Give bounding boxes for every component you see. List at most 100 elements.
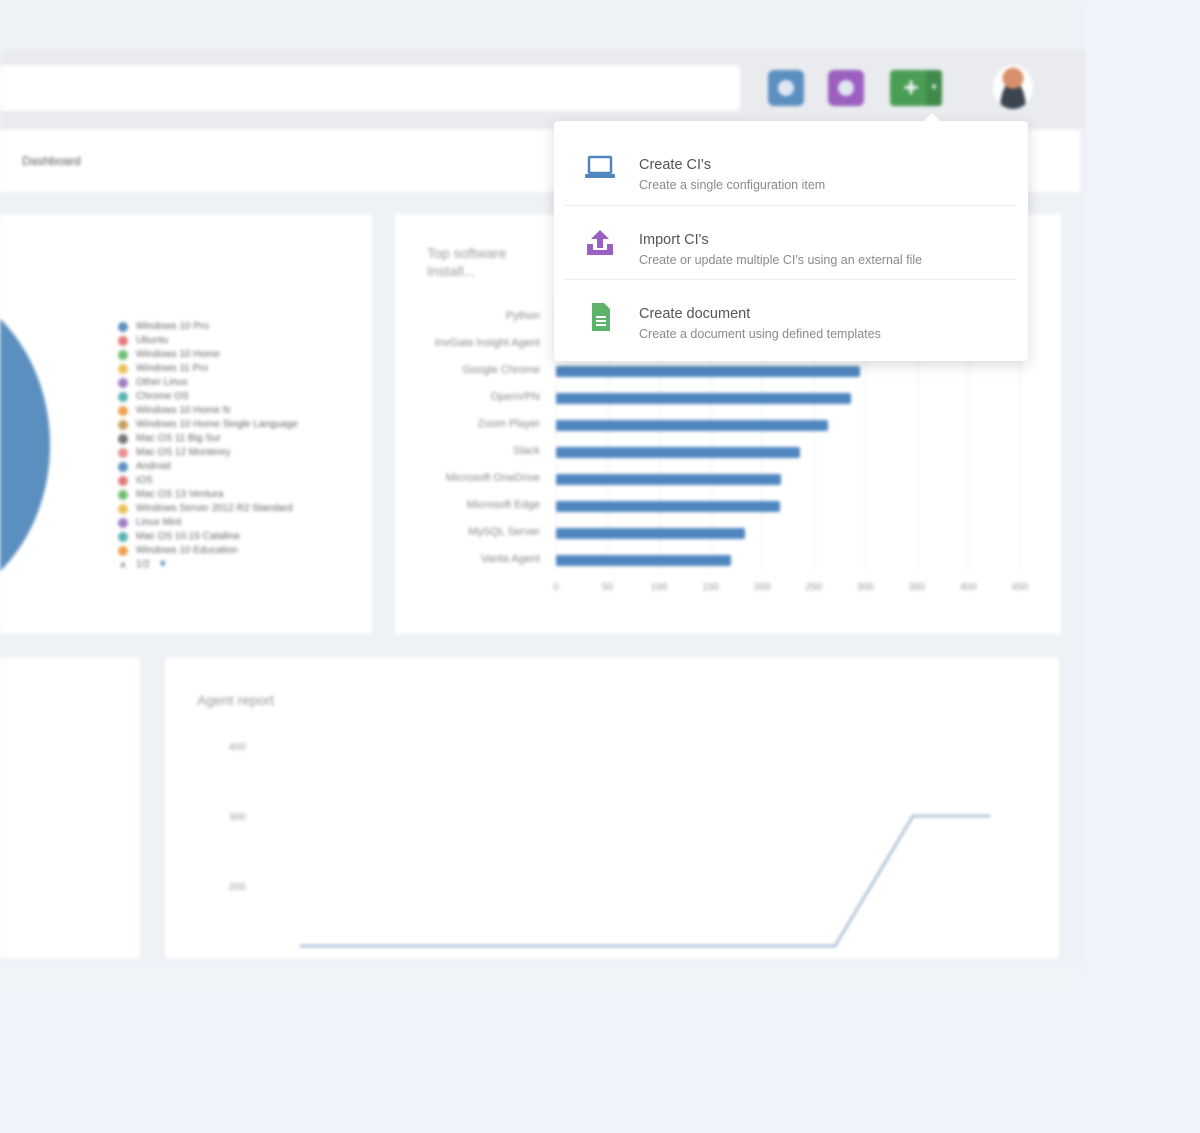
laptop-icon — [585, 155, 615, 178]
legend-item[interactable]: Ubuntu — [118, 334, 298, 348]
legend-item[interactable]: Mac OS 10.15 Catalina — [118, 530, 298, 544]
grid-line — [659, 300, 661, 570]
create-dropdown-menu: Create CI's Create a single configuratio… — [554, 113, 1028, 361]
bar-label: Microsoft Edge — [466, 499, 540, 511]
add-button[interactable]: + ▾ — [890, 70, 942, 106]
bar-label: InvGate Insight Agent — [434, 337, 540, 349]
menu-item-subtitle: Create a single configuration item — [639, 178, 826, 192]
bar-label: MySQL Server — [468, 526, 540, 538]
x-tick: 200 — [753, 582, 771, 593]
chevron-down-icon[interactable]: ▾ — [926, 70, 942, 106]
menu-item-subtitle: Create or update multiple CI's using an … — [639, 253, 923, 267]
menu-item-import-cis[interactable]: Import CI's Create or update multiple CI… — [564, 205, 1016, 279]
top-bar: + ▾ — [0, 50, 1086, 128]
legend-swatch — [118, 476, 128, 486]
legend-label: Mac OS 10.15 Catalina — [136, 531, 240, 542]
legend-item[interactable]: Windows 10 Home N — [118, 404, 298, 418]
x-tick: 150 — [702, 582, 719, 593]
document-icon — [592, 303, 610, 331]
legend-item[interactable]: Mac OS 13 Ventura — [118, 488, 298, 502]
upload-icon — [587, 230, 613, 255]
legend-item[interactable]: Chrome OS — [118, 390, 298, 404]
legend-item[interactable]: Other Linux — [118, 376, 298, 390]
chevron-up-icon[interactable]: ▲ — [118, 559, 128, 570]
x-tick: 100 — [650, 582, 668, 593]
menu-item-title: Create CI's — [639, 157, 712, 173]
legend-swatch — [118, 350, 128, 360]
legend-label: Mac OS 11 Big Sur — [136, 433, 221, 444]
bar[interactable] — [556, 420, 829, 431]
legend-item[interactable]: Linux Mint — [118, 516, 298, 530]
grid-line — [556, 300, 557, 570]
legend-label: iOS — [136, 475, 153, 486]
chat-button[interactable] — [828, 70, 864, 106]
y-tick: 200 — [229, 882, 246, 893]
legend-label: Linux Mint — [136, 517, 182, 528]
legend-swatch — [118, 490, 128, 500]
pager-label: 1/2 — [135, 559, 150, 570]
chart-title: Top software Install... — [427, 245, 507, 279]
menu-item-create-document[interactable]: Create document Create a document using … — [564, 279, 1016, 353]
legend-label: Windows 11 Pro — [136, 363, 209, 374]
grid-line — [968, 300, 970, 570]
legend-swatch — [118, 448, 128, 458]
bar[interactable] — [556, 528, 745, 539]
grid-line — [813, 300, 815, 570]
agent-line — [300, 815, 990, 947]
agent-report-title: Agent report — [197, 692, 275, 708]
left-bottom-card — [0, 658, 140, 958]
search-input[interactable] — [0, 65, 740, 111]
y-tick: 400 — [229, 742, 246, 753]
menu-item-title: Create document — [639, 306, 751, 322]
legend-swatch — [118, 322, 128, 332]
x-tick: 250 — [805, 582, 823, 593]
legend-item[interactable]: Windows 10 Pro — [118, 320, 298, 334]
legend-item[interactable]: Android — [118, 460, 298, 474]
x-tick: 50 — [601, 582, 614, 593]
legend-item[interactable]: iOS — [118, 474, 298, 488]
legend-label: Windows 10 Home Single Language — [136, 419, 298, 430]
legend-item[interactable]: Windows 10 Education — [118, 544, 298, 558]
pie-chart — [0, 280, 50, 610]
legend-swatch — [118, 336, 128, 346]
notification-button[interactable] — [768, 70, 804, 106]
legend-pager[interactable]: ▲ 1/2 ▼ — [118, 558, 298, 572]
legend-swatch — [118, 532, 128, 542]
plus-icon: + — [903, 72, 919, 102]
grid-line — [1020, 300, 1021, 570]
legend-item[interactable]: Mac OS 12 Monterey — [118, 446, 298, 460]
bar[interactable] — [556, 393, 851, 404]
legend-label: Chrome OS — [136, 391, 189, 402]
x-tick: 300 — [856, 582, 874, 593]
legend-swatch — [118, 392, 128, 402]
grid-line — [916, 300, 918, 570]
bar-label: Slack — [513, 445, 540, 457]
legend-item[interactable]: Windows 10 Home Single Language — [118, 418, 298, 432]
bar[interactable] — [556, 447, 801, 458]
menu-item-create-cis[interactable]: Create CI's Create a single configuratio… — [564, 131, 1016, 205]
grid-line — [762, 300, 764, 570]
legend-label: Ubuntu — [136, 335, 169, 346]
legend-label: Windows 10 Education — [136, 545, 238, 556]
legend-item[interactable]: Mac OS 11 Big Sur — [118, 432, 298, 446]
bar[interactable] — [556, 555, 732, 566]
legend-label: Mac OS 12 Monterey — [136, 447, 231, 458]
bar-label: Vanta Agent — [480, 553, 540, 565]
legend-label: Other Linux — [136, 377, 188, 388]
bar[interactable] — [556, 501, 780, 512]
menu-item-subtitle: Create a document using defined template… — [639, 327, 881, 341]
avatar[interactable] — [993, 65, 1033, 109]
legend-item[interactable]: Windows 10 Home — [118, 348, 298, 362]
bar[interactable] — [556, 366, 861, 377]
legend-item[interactable]: Windows Server 2012 R2 Standard — [118, 502, 298, 516]
bar-label: OpenVPN — [490, 391, 540, 403]
bar[interactable] — [556, 474, 781, 485]
bar-label: Zoom Player — [477, 418, 540, 430]
breadcrumb-dashboard[interactable]: Dashboard — [22, 154, 81, 168]
legend-swatch — [118, 420, 128, 430]
legend-item[interactable]: Windows 11 Pro — [118, 362, 298, 376]
x-tick: 450 — [1011, 582, 1029, 593]
fade-overlay — [0, 960, 1200, 1133]
chevron-down-icon[interactable]: ▼ — [157, 559, 168, 570]
grid-line — [607, 300, 609, 570]
